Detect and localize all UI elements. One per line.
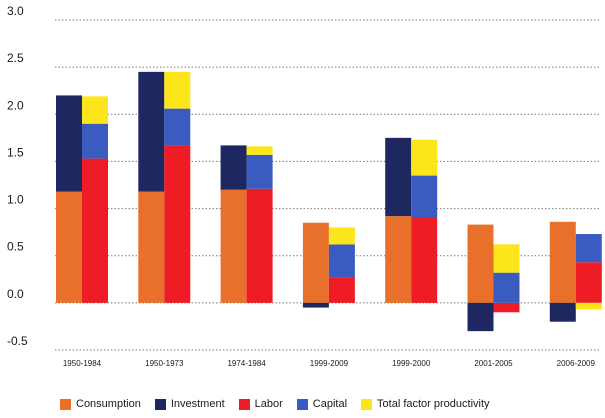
y-tick-label: -0.5: [7, 334, 28, 348]
bar-labor-1974-1984: [246, 188, 273, 303]
bar-consumption-2001-2005: [467, 224, 494, 303]
bar-investment-2001-2005: [467, 302, 494, 332]
x-tick-label: 1999-2009: [310, 359, 349, 368]
y-tick-label: 1.5: [7, 145, 24, 159]
bar-capital-1974-1984: [246, 154, 273, 189]
bar-total-factor-productivity-2006-2009: [575, 302, 602, 310]
legend-label-capital: Capital: [312, 398, 348, 410]
y-axis-tick-labels: 3.0 2.5 2.0 1.5 1.0 0.5 0.0 -0.5: [7, 4, 28, 348]
y-tick-label: 2.0: [7, 98, 24, 112]
bar-capital-1950-1973: [164, 108, 191, 146]
legend-label-consumption: Consumption: [76, 398, 141, 410]
bar-labor-1950-1973: [164, 145, 191, 303]
bar-investment-1950-1984: [56, 95, 82, 192]
x-tick-label: 2006-2009: [557, 359, 596, 368]
bar-investment-1950-1973: [138, 71, 165, 192]
bar-investment-2006-2009: [549, 302, 576, 322]
legend: Consumption Investment Labor Capital Tot…: [60, 398, 504, 410]
y-tick-label: 1.0: [7, 193, 24, 207]
bar-total-factor-productivity-1950-1973: [164, 71, 191, 109]
legend-swatch-total-factor-productivity: [361, 398, 373, 410]
legend-label-investment: Investment: [170, 398, 225, 410]
legend-item-consumption: Consumption: [60, 398, 141, 410]
bar-consumption-2006-2009: [549, 221, 576, 303]
y-tick-label: 3.0: [7, 4, 24, 18]
bar-consumption-1974-1984: [220, 189, 247, 303]
x-tick-label: 1950-1973: [145, 359, 184, 368]
bar-labor-1999-2000: [411, 218, 438, 303]
bar-total-factor-productivity-2001-2005: [493, 244, 520, 273]
legend-label-total-factor-productivity: Total factor productivity: [377, 398, 490, 410]
bar-labor-1999-2009: [328, 277, 355, 303]
legend-swatch-investment: [154, 398, 166, 410]
bar-labor-2001-2005: [493, 302, 520, 313]
bar-total-factor-productivity-1974-1984: [246, 146, 273, 155]
bar-investment-1999-2000: [385, 137, 412, 217]
y-tick-label: 0.5: [7, 240, 24, 254]
legend-item-investment: Investment: [154, 398, 225, 410]
legend-item-labor: Labor: [238, 398, 283, 410]
legend-item-capital: Capital: [296, 398, 348, 410]
bar-total-factor-productivity-1999-2000: [411, 139, 438, 176]
bar-consumption-1999-2000: [385, 216, 412, 303]
y-tick-label: 0.0: [7, 287, 24, 301]
bars: [56, 71, 602, 332]
bar-total-factor-productivity-1999-2009: [328, 227, 355, 245]
legend-swatch-labor: [238, 398, 250, 410]
bar-total-factor-productivity-1950-1984: [82, 96, 108, 124]
x-tick-label: 1999-2000: [392, 359, 431, 368]
bar-capital-1999-2009: [328, 244, 355, 278]
bar-labor-1950-1984: [82, 158, 108, 303]
x-tick-label: 1974-1984: [227, 359, 266, 368]
legend-label-labor: Labor: [254, 398, 283, 410]
bar-labor-2006-2009: [575, 262, 602, 303]
x-axis-category-labels: 1950-1984 1950-1973 1974-1984 1999-2009 1999…: [63, 359, 596, 368]
legend-item-total-factor-productivity: Total factor productivity: [361, 398, 490, 410]
bar-capital-2006-2009: [575, 234, 602, 263]
bar-investment-1999-2009: [302, 302, 329, 308]
legend-swatch-consumption: [60, 398, 71, 410]
bar-capital-2001-2005: [493, 272, 520, 303]
x-tick-label: 2001-2005: [474, 359, 513, 368]
y-tick-label: 2.5: [7, 51, 24, 65]
x-tick-label: 1950-1984: [63, 359, 102, 368]
bar-capital-1950-1984: [82, 123, 108, 159]
bar-investment-1974-1984: [220, 145, 247, 190]
bar-consumption-1999-2009: [302, 222, 329, 303]
bar-capital-1999-2000: [411, 175, 438, 218]
bar-consumption-1950-1973: [138, 191, 165, 303]
bar-consumption-1950-1984: [56, 191, 82, 303]
legend-swatch-capital: [296, 398, 308, 410]
